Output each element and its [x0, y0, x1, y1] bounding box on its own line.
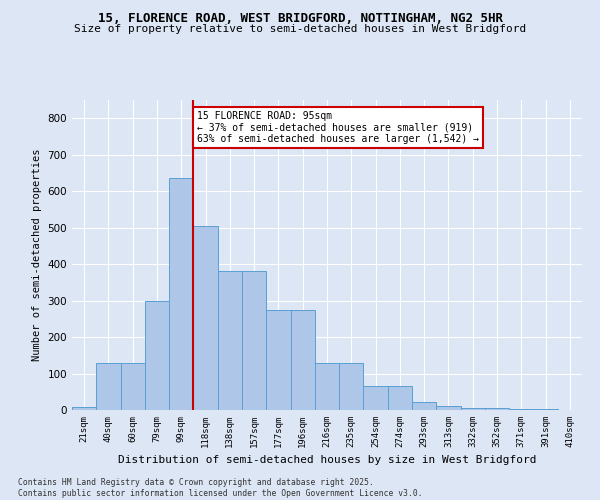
Bar: [290, 310, 315, 410]
Bar: [364, 386, 388, 410]
Bar: [96, 364, 121, 410]
Text: 15 FLORENCE ROAD: 95sqm
← 37% of semi-detached houses are smaller (919)
63% of s: 15 FLORENCE ROAD: 95sqm ← 37% of semi-de…: [197, 111, 479, 144]
Bar: [436, 406, 461, 410]
Bar: [193, 226, 218, 410]
Bar: [242, 272, 266, 410]
Bar: [121, 364, 145, 410]
Bar: [412, 402, 436, 410]
Text: Size of property relative to semi-detached houses in West Bridgford: Size of property relative to semi-detach…: [74, 24, 526, 34]
Bar: [339, 362, 364, 410]
Bar: [485, 408, 509, 410]
Bar: [315, 362, 339, 410]
Y-axis label: Number of semi-detached properties: Number of semi-detached properties: [32, 149, 42, 361]
Bar: [461, 408, 485, 410]
Bar: [266, 310, 290, 410]
Bar: [218, 272, 242, 410]
Text: 15, FLORENCE ROAD, WEST BRIDGFORD, NOTTINGHAM, NG2 5HR: 15, FLORENCE ROAD, WEST BRIDGFORD, NOTTI…: [97, 12, 503, 26]
X-axis label: Distribution of semi-detached houses by size in West Bridgford: Distribution of semi-detached houses by …: [118, 456, 536, 466]
Bar: [388, 386, 412, 410]
Bar: [145, 300, 169, 410]
Bar: [169, 178, 193, 410]
Bar: [72, 407, 96, 410]
Text: Contains HM Land Registry data © Crown copyright and database right 2025.
Contai: Contains HM Land Registry data © Crown c…: [18, 478, 422, 498]
